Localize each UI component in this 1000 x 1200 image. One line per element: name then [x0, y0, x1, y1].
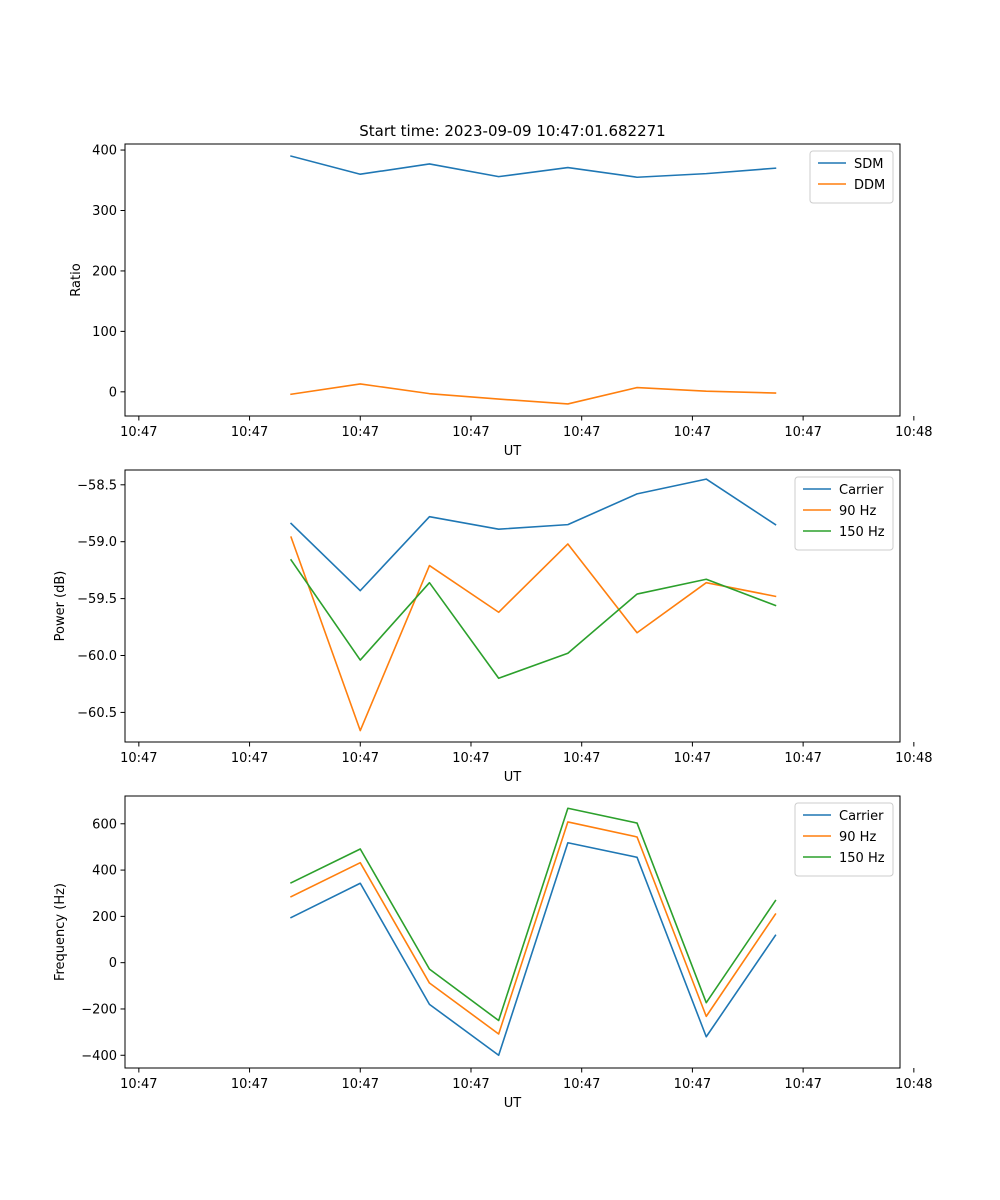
x-tick-label: 10:47: [120, 751, 157, 766]
series-line-sdm: [290, 155, 777, 179]
x-tick-label: 10:47: [784, 1077, 821, 1092]
x-tick-label: 10:48: [895, 751, 932, 766]
legend-label-carrier: Carrier: [839, 483, 884, 498]
x-tick-label: 10:47: [231, 751, 268, 766]
series-line-150-hz: [289, 558, 777, 680]
legend-label-carrier: Carrier: [839, 809, 884, 824]
x-tick-label: 10:48: [895, 1077, 932, 1092]
x-tick-label: 10:47: [120, 425, 157, 440]
y-tick-label: −58.5: [77, 478, 117, 493]
x-tick-label: 10:47: [784, 751, 821, 766]
axes-ratio: 10:47 10:47 10:47 10:47 10:47 10:47 10:47 10:48…: [69, 143, 933, 459]
y-axis-label: Frequency (Hz): [53, 883, 68, 981]
chart-title: Start time: 2023-09-09 10:47:01.682271: [359, 122, 665, 140]
x-tick-label: 10:47: [563, 751, 600, 766]
x-tick-label: 10:48: [895, 425, 932, 440]
y-tick-label: −59.5: [77, 592, 117, 607]
y-tick-label: −200: [81, 1002, 117, 1017]
y-axis-label: Power (dB): [53, 571, 68, 642]
y-tick-label: −60.5: [77, 706, 117, 721]
x-tick-label: 10:47: [342, 425, 379, 440]
axes-frequency: 10:47 10:47 10:47 10:47 10:47 10:47 10:47 10:48…: [53, 795, 933, 1111]
y-tick-label: −400: [81, 1049, 117, 1064]
series-line-carrier: [289, 841, 777, 1057]
legend: Carrier 90 Hz 150 Hz: [794, 476, 894, 551]
x-tick-label: 10:47: [231, 1077, 268, 1092]
series-line-carrier: [289, 478, 777, 592]
y-tick-label: 200: [92, 910, 117, 925]
x-tick-label: 10:47: [342, 751, 379, 766]
series-line-150-hz: [290, 807, 777, 1022]
x-tick-label: 10:47: [563, 1077, 600, 1092]
x-tick-label: 10:47: [674, 751, 711, 766]
x-axis-label: UT: [504, 770, 522, 785]
y-tick-label: 600: [92, 817, 117, 832]
legend: Carrier 90 Hz 150 Hz: [794, 802, 894, 877]
legend-label-90-hz: 90 Hz: [839, 830, 876, 845]
series-line-ddm: [290, 383, 777, 405]
x-axis-label: UT: [504, 444, 522, 459]
legend-box: [809, 150, 894, 204]
y-tick-label: −59.0: [77, 535, 117, 550]
x-tick-label: 10:47: [784, 425, 821, 440]
y-tick-label: 400: [92, 144, 117, 159]
x-axis-label: UT: [504, 1096, 522, 1111]
y-tick-label: 300: [92, 204, 117, 219]
y-axis-label: Ratio: [69, 263, 84, 296]
x-tick-label: 10:47: [563, 425, 600, 440]
x-tick-label: 10:47: [452, 425, 489, 440]
y-tick-label: 0: [109, 956, 117, 971]
legend-label-sdm: SDM: [854, 157, 883, 172]
legend: SDM DDM: [809, 150, 894, 204]
legend-label-90-hz: 90 Hz: [839, 504, 876, 519]
y-tick-label: 100: [92, 325, 117, 340]
x-tick-label: 10:47: [342, 1077, 379, 1092]
x-tick-label: 10:47: [120, 1077, 157, 1092]
axes-frame: [124, 469, 901, 743]
x-tick-label: 10:47: [674, 425, 711, 440]
legend-label-150-hz: 150 Hz: [839, 851, 885, 866]
y-tick-label: 400: [92, 864, 117, 879]
x-tick-label: 10:47: [452, 1077, 489, 1092]
axes-frame: [124, 795, 901, 1069]
y-tick-label: 200: [92, 264, 117, 279]
legend-label-ddm: DDM: [854, 178, 885, 193]
legend-label-150-hz: 150 Hz: [839, 525, 885, 540]
y-tick-label: 0: [109, 385, 117, 400]
axes-frame: [124, 143, 901, 417]
series-line-90-hz: [289, 821, 777, 1035]
x-tick-label: 10:47: [674, 1077, 711, 1092]
y-tick-label: −60.0: [77, 649, 117, 664]
x-tick-label: 10:47: [452, 751, 489, 766]
series-line-90-hz: [290, 536, 777, 732]
axes-power: 10:47 10:47 10:47 10:47 10:47 10:47 10:47 10:48…: [53, 469, 933, 785]
x-tick-label: 10:47: [231, 425, 268, 440]
